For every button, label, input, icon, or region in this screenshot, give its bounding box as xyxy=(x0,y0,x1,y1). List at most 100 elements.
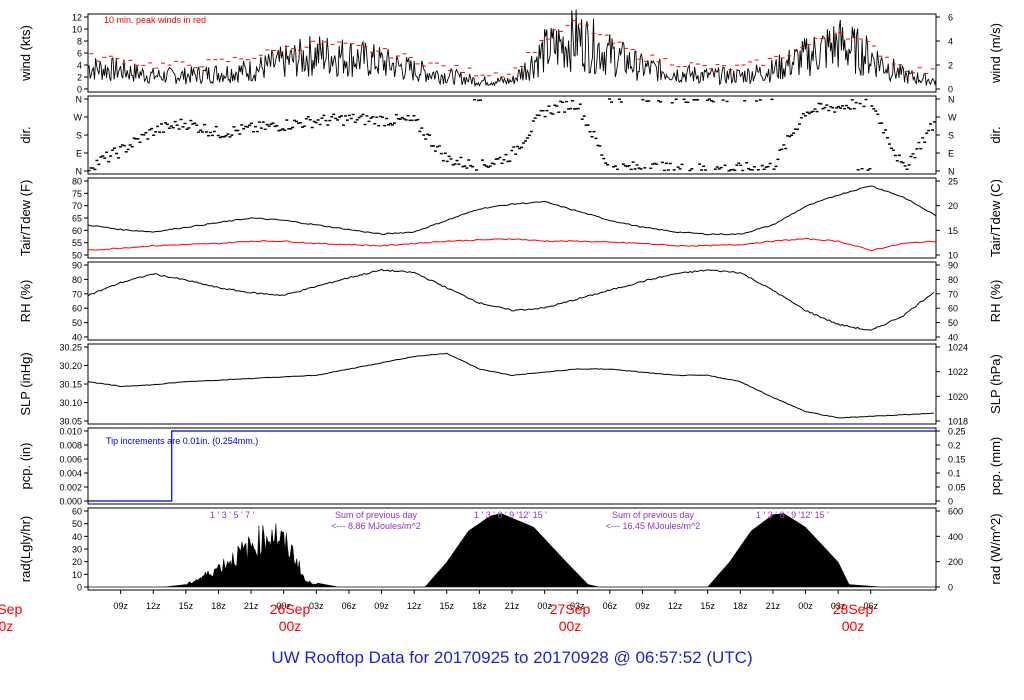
y-tick-label-left: 20 xyxy=(72,557,82,567)
y-tick-label-left: E xyxy=(76,149,82,159)
y-tick-label-right: 40 xyxy=(948,333,958,343)
y-tick-label-right: 25 xyxy=(948,177,958,187)
time-tick-label: 03z xyxy=(831,601,846,611)
panel-frame xyxy=(87,95,937,175)
y-tick-label-right: 60 xyxy=(948,304,958,314)
time-tick-label: 06z xyxy=(603,601,618,611)
y-tick-label-left: 10 xyxy=(72,570,82,580)
date-label-day: 26Sep xyxy=(270,601,311,617)
y-tick-label-right: 0.15 xyxy=(948,455,966,465)
y-tick-label-left: 30.15 xyxy=(59,380,82,390)
y-tick-label-left: 60 xyxy=(72,507,82,517)
page-title: UW Rooftop Data for 20170925 to 20170928… xyxy=(271,648,753,667)
y-tick-label-left: 2 xyxy=(77,73,82,83)
y-tick-label-right: 15 xyxy=(948,226,958,236)
y-tick-label-right: 0.25 xyxy=(948,427,966,437)
y-tick-label-left: 90 xyxy=(72,261,82,271)
y-tick-label-left: 30.25 xyxy=(59,343,82,353)
precipitation-line xyxy=(88,430,936,502)
panel-wind: 0 2 4 6 8 10 12 0 2 4 6 wind (kts) wind (m/s) 10 min.… xyxy=(18,9,1003,95)
pressure-series-line xyxy=(87,352,934,419)
y-tick-label-left: 50 xyxy=(72,318,82,328)
time-tick-label: 09z xyxy=(374,601,389,611)
y-axis-label-right: wind (m/s) xyxy=(988,23,1003,84)
panel-temperature: 50 55 60 65 70 75 80 10 15 20 25 Tair/Tdew (F) Tair/… xyxy=(18,177,1003,261)
time-tick-label: 06z xyxy=(864,601,879,611)
y-tick-label-left: N xyxy=(76,167,83,177)
y-tick-label-left: 30 xyxy=(72,545,82,555)
y-tick-label-left: 80 xyxy=(72,177,82,187)
daily-total-value: <--- 8.86 MJoules/m^2 xyxy=(331,521,421,531)
y-tick-label-right: 1022 xyxy=(948,367,968,377)
peak-winds-note: 10 min. peak winds in red xyxy=(104,15,206,25)
y-tick-label-right: 70 xyxy=(948,289,958,299)
y-tick-label-left: 40 xyxy=(72,333,82,343)
y-tick-label-left: 30.05 xyxy=(59,417,82,427)
y-tick-label-left: 0.002 xyxy=(59,483,82,493)
y-tick-label-right: 6 xyxy=(948,13,953,23)
time-tick-label: 09z xyxy=(113,601,128,611)
y-tick-label-left: 0 xyxy=(77,583,82,593)
time-tick-label: 09z xyxy=(635,601,650,611)
y-tick-label-right: N xyxy=(948,95,955,105)
date-label-hour: 00z xyxy=(0,618,13,634)
time-tick-label: 21z xyxy=(766,601,781,611)
y-tick-label-left: 12 xyxy=(72,13,82,23)
hour-mark-label: 1 ' 3 ' 5 ' 7 ' xyxy=(210,510,255,520)
time-tick-label: 03z xyxy=(309,601,324,611)
date-label-day: 28Sep xyxy=(833,601,874,617)
y-tick-label-right: 1018 xyxy=(948,417,968,427)
time-tick-label: 15z xyxy=(700,601,715,611)
y-axis-label-left: Tair/Tdew (F) xyxy=(18,180,33,257)
y-tick-label-left: 0.006 xyxy=(59,455,82,465)
daily-total-value: <--- 16.45 MJoules/m^2 xyxy=(606,521,701,531)
y-tick-label-left: 80 xyxy=(72,275,82,285)
y-axis-label-left: RH (%) xyxy=(18,280,33,323)
time-tick-label: 15z xyxy=(440,601,455,611)
y-tick-label-left: S xyxy=(76,131,82,141)
humidity-series-line xyxy=(87,268,935,331)
date-label-day: 27Sep xyxy=(550,601,591,617)
date-label-hour: 00z xyxy=(279,618,302,634)
y-tick-label-left: 50 xyxy=(72,251,82,261)
time-tick-label: 18z xyxy=(211,601,226,611)
y-axis-label-left: wind (kts) xyxy=(18,25,33,82)
y-tick-label-right: 200 xyxy=(948,557,963,567)
y-axis-label-left: pcp. (in) xyxy=(18,443,33,490)
y-axis-label-right: pcp. (mm) xyxy=(988,437,1003,496)
y-tick-label-right: E xyxy=(948,149,954,159)
y-tick-label-right: 1020 xyxy=(948,392,968,402)
y-tick-label-left: 60 xyxy=(72,226,82,236)
radiation-area xyxy=(88,513,936,588)
y-tick-label-right: 4 xyxy=(948,37,953,47)
panel-frame xyxy=(87,261,937,341)
time-tick-label: 15z xyxy=(179,601,194,611)
y-tick-label-right: 1024 xyxy=(948,343,968,353)
y-tick-label-right: N xyxy=(948,167,955,177)
y-tick-label-right: 0 xyxy=(948,85,953,95)
hour-mark-label: 1 ' 3 ' 6 ' 9 '12' 15 ' xyxy=(756,510,829,520)
y-tick-label-left: 0.008 xyxy=(59,441,82,451)
panel-frame xyxy=(87,427,937,505)
y-axis-label-left: rad(Lgly/hr) xyxy=(18,516,33,582)
y-tick-label-left: 10 xyxy=(72,25,82,35)
y-tick-label-right: 600 xyxy=(948,507,963,517)
date-label-hour: 00z xyxy=(842,618,865,634)
y-axis-label-right: RH (%) xyxy=(988,280,1003,323)
y-tick-label-left: 55 xyxy=(72,238,82,248)
y-axis-label-right: SLP (hPa) xyxy=(988,354,1003,414)
y-tick-label-left: 40 xyxy=(72,532,82,542)
y-tick-label-left: N xyxy=(76,95,83,105)
time-tick-label: 03z xyxy=(570,601,585,611)
y-tick-label-left: 65 xyxy=(72,214,82,224)
date-label-hour: 00z xyxy=(559,618,582,634)
y-axis-label-left: SLP (inHg) xyxy=(18,352,33,415)
y-tick-label-left: 75 xyxy=(72,189,82,199)
y-tick-label-left: W xyxy=(74,113,83,123)
y-tick-label-right: 80 xyxy=(948,275,958,285)
y-tick-label-right: 10 xyxy=(948,251,958,261)
y-tick-label-left: 70 xyxy=(72,289,82,299)
time-tick-label: 21z xyxy=(505,601,520,611)
